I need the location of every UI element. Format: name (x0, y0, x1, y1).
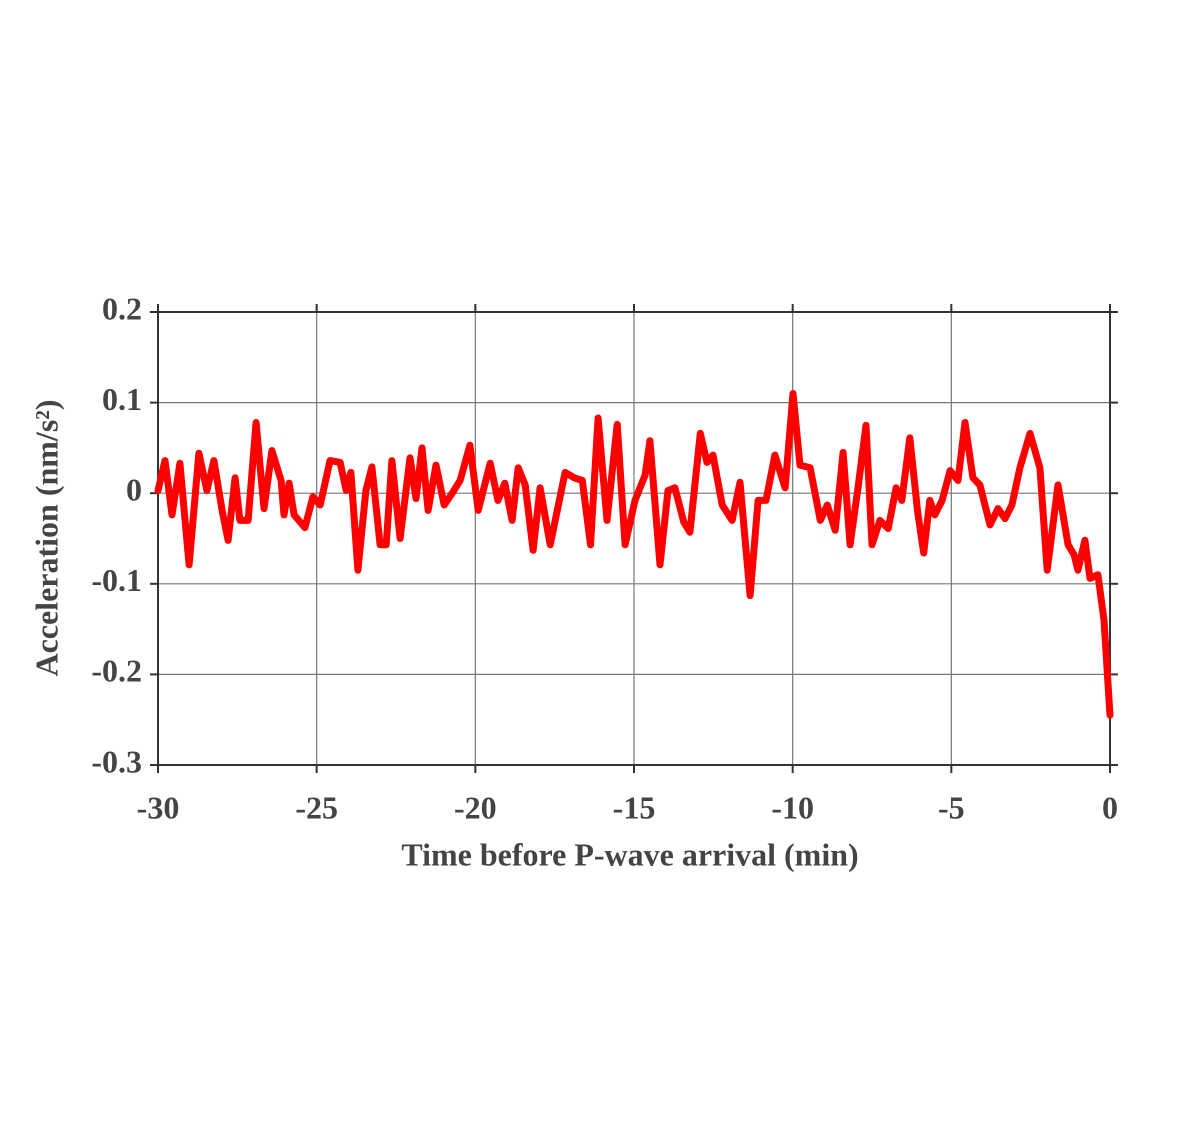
y-tick-label: 0 (126, 472, 142, 508)
x-tick-label: -30 (137, 789, 180, 825)
x-tick-label: -15 (613, 789, 656, 825)
x-tick-label: -25 (295, 789, 338, 825)
x-tick-label: -5 (938, 789, 965, 825)
x-tick-label: 0 (1102, 789, 1118, 825)
plot-frame (157, 311, 1111, 766)
y-tick-label: -0.3 (91, 743, 142, 779)
y-tick-label: -0.1 (91, 562, 142, 598)
y-tick-label: -0.2 (91, 653, 142, 689)
data-line (154, 390, 1114, 719)
y-axis-label: Acceleration (nm/s²) (28, 399, 64, 676)
y-tick-label: 0.2 (102, 290, 142, 326)
x-axis-label: Time before P-wave arrival (min) (401, 836, 858, 872)
x-tick-label: -10 (771, 789, 814, 825)
y-tick-label: 0.1 (102, 381, 142, 417)
x-tick-label: -20 (454, 789, 497, 825)
